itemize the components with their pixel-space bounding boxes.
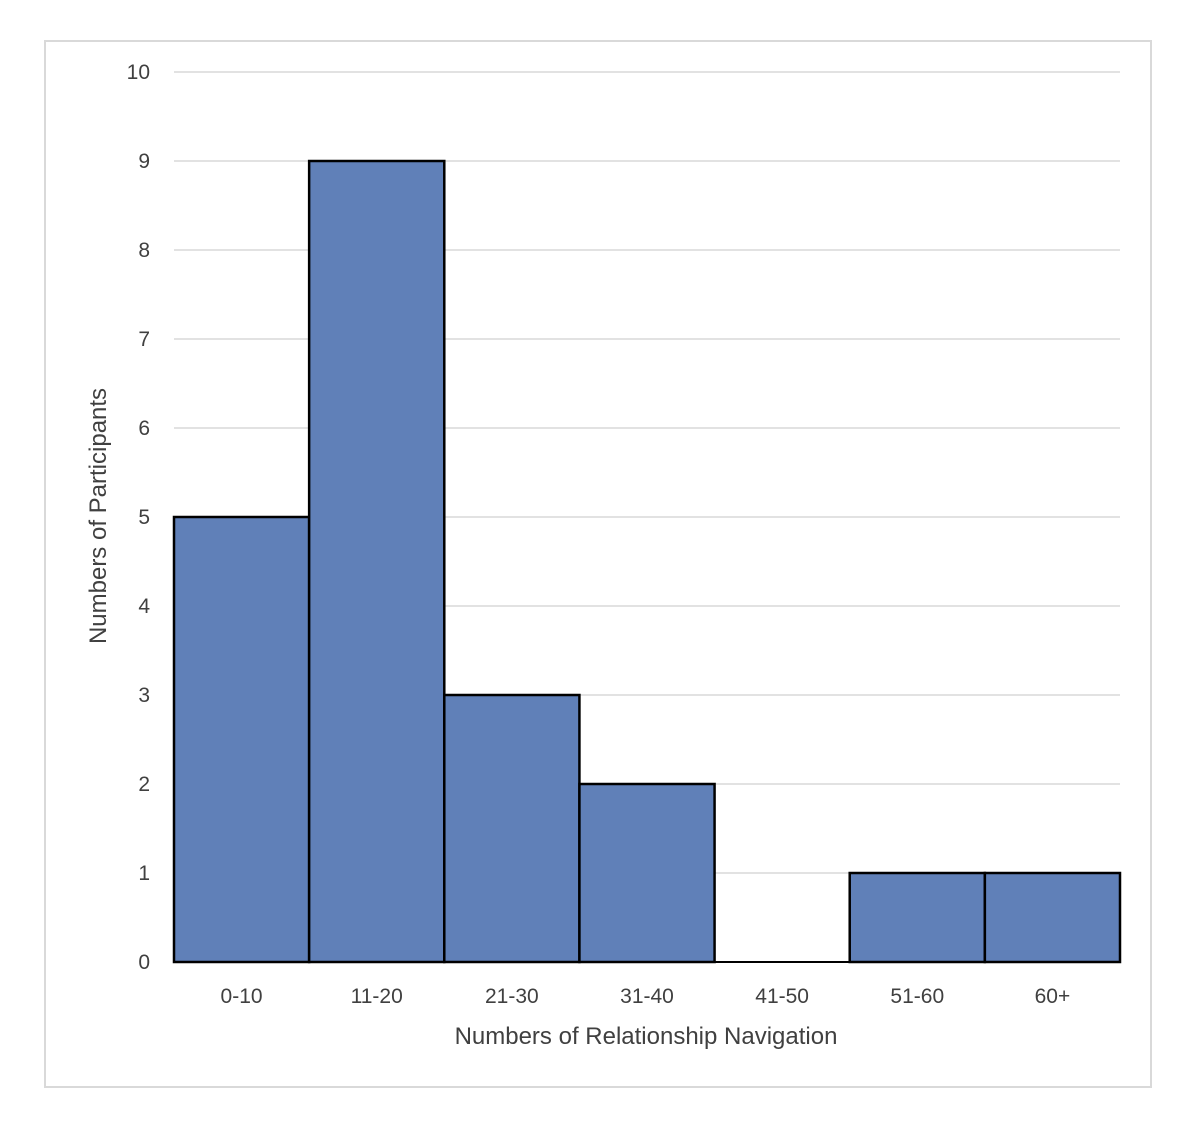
x-tick-label: 11-20 (351, 985, 403, 1008)
bar-11-20 (307, 159, 446, 964)
y-tick-label: 2 (138, 773, 150, 796)
y-tick-label: 7 (138, 328, 150, 351)
y-tick-label: 3 (138, 684, 150, 707)
x-tick-labels: 0-10 11-20 21-30 31-40 41-50 51-60 60+ (221, 985, 1071, 1008)
y-tick-label: 9 (138, 150, 150, 173)
y-tick-label: 6 (138, 417, 150, 440)
y-tick-label: 5 (138, 506, 150, 529)
bar-51-60 (848, 871, 987, 964)
x-tick-label: 21-30 (485, 985, 539, 1008)
x-tick-label: 60+ (1035, 985, 1071, 1008)
y-tick-labels: 0 1 2 3 4 5 6 7 8 9 10 (127, 61, 151, 974)
y-tick-label: 8 (138, 239, 150, 262)
bar-0-10 (172, 515, 311, 964)
x-tick-label: 41-50 (755, 985, 809, 1008)
x-tick-label: 31-40 (620, 985, 674, 1008)
bar-31-40 (578, 782, 716, 964)
y-tick-label: 1 (138, 862, 150, 885)
bar-60+ (983, 871, 1122, 964)
y-tick-label: 4 (138, 595, 150, 618)
x-tick-label: 51-60 (890, 985, 944, 1008)
y-tick-label: 0 (138, 951, 150, 974)
y-tick-label: 10 (127, 61, 150, 84)
bar-21-30 (443, 693, 581, 964)
y-axis-title: Numbers of Participants (85, 388, 112, 644)
x-axis-title: Numbers of Relationship Navigation (455, 1023, 838, 1050)
x-tick-label: 0-10 (221, 985, 263, 1008)
bars (172, 159, 1122, 964)
